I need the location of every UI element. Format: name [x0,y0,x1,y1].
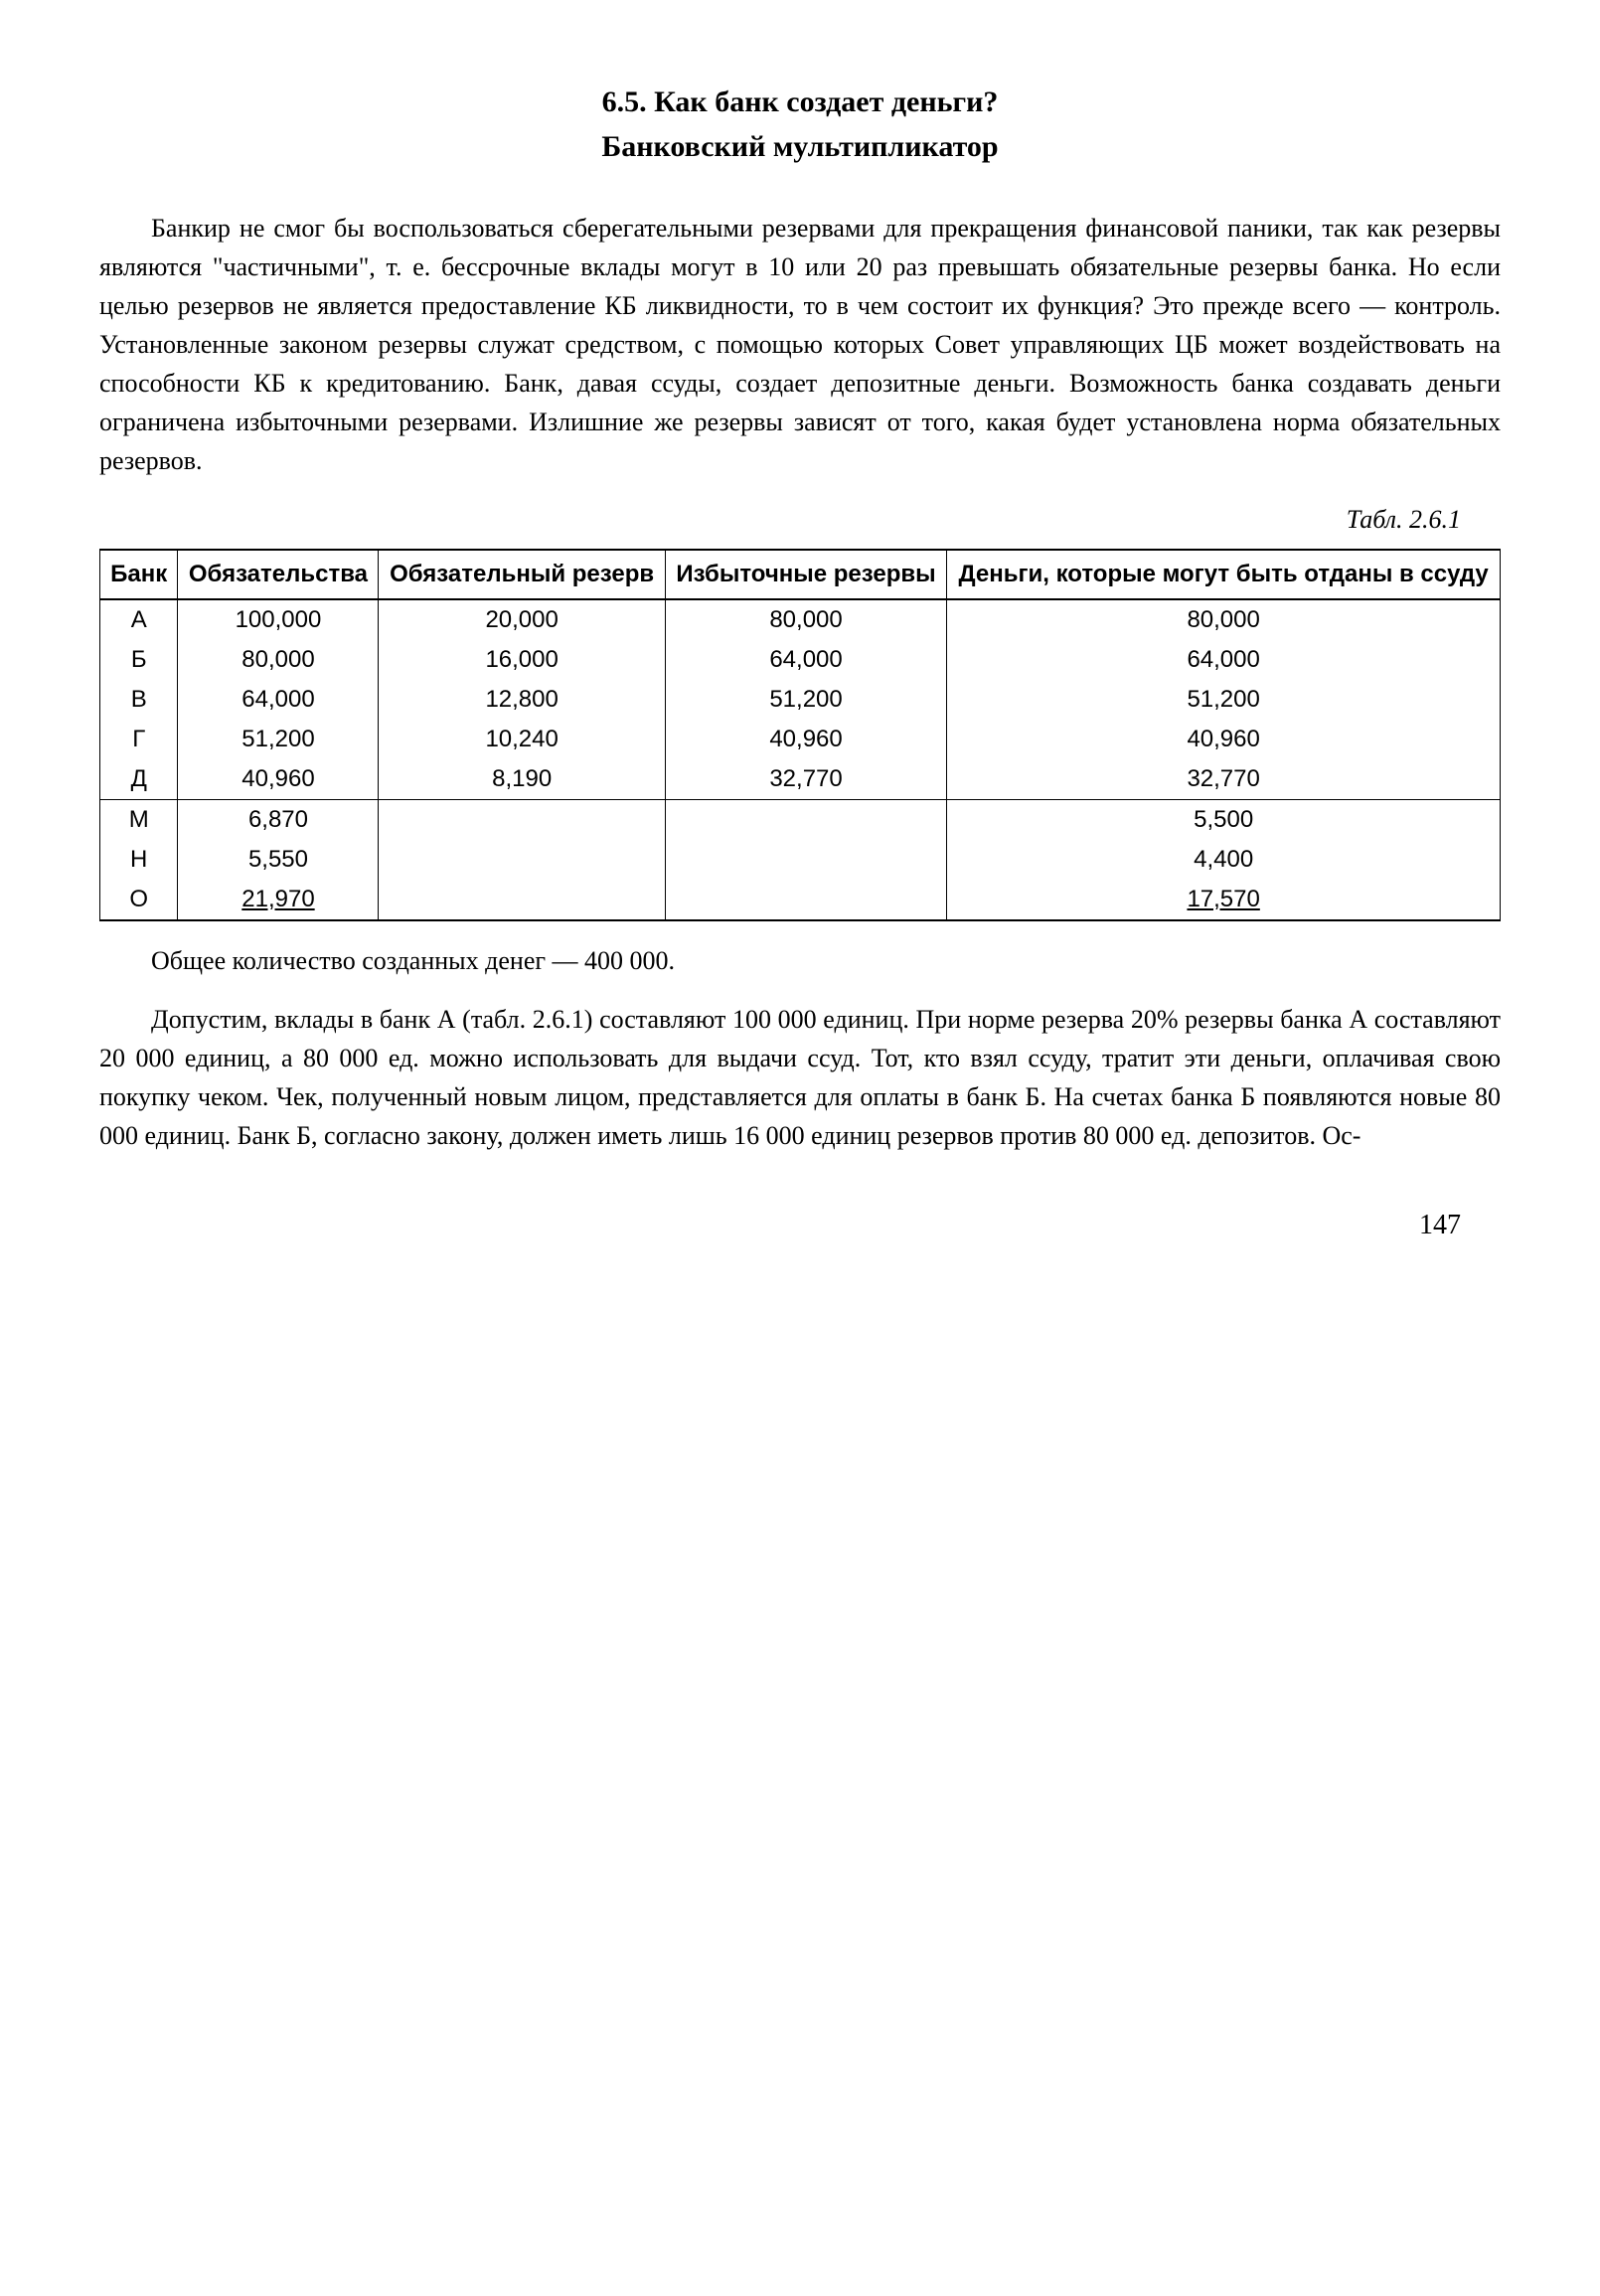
table-row: Б80,00016,00064,00064,000 [100,640,1501,680]
table-row: М6,870 5,500 [100,800,1501,841]
table-cell: М [100,800,178,841]
table-cell: 16,000 [379,640,665,680]
table-cell: 51,200 [178,720,379,759]
col-required-reserve: Обязатель­ный резерв [379,550,665,599]
table-cell: 80,000 [665,599,946,640]
table-cell [379,800,665,841]
table-cell: 64,000 [178,680,379,720]
heading-line-2: Банковский мультипликатор [99,124,1501,169]
table-cell: Г [100,720,178,759]
table-cell: 5,550 [178,840,379,880]
heading-line-1: 6.5. Как банк создает деньги? [99,80,1501,124]
table-row: Н5,550 4,400 [100,840,1501,880]
table-cell: 32,770 [665,759,946,800]
table-cell [379,880,665,920]
table-cell: 40,960 [947,720,1501,759]
table-cell: Н [100,840,178,880]
paragraph-3: Допустим, вклады в банк А (табл. 2.6.1) … [99,1000,1501,1155]
table-cell [665,840,946,880]
page-number: 147 [99,1205,1501,1246]
table-row: В64,00012,80051,20051,200 [100,680,1501,720]
table-cell: 100,000 [178,599,379,640]
col-liabilities: Обязатель­ства [178,550,379,599]
paragraph-2: Общее количество созданных денег — 400 0… [99,941,1501,980]
table-cell: В [100,680,178,720]
table-cell: 32,770 [947,759,1501,800]
table-cell: 80,000 [178,640,379,680]
col-bank: Банк [100,550,178,599]
table-row: Г51,20010,24040,96040,960 [100,720,1501,759]
table-cell: О [100,880,178,920]
table-cell: 5,500 [947,800,1501,841]
table-cell: 6,870 [178,800,379,841]
table-cell: А [100,599,178,640]
section-heading: 6.5. Как банк создает деньги? Банковский… [99,80,1501,169]
table-cell: 40,960 [178,759,379,800]
bank-table: Банк Обязатель­ства Обязатель­ный резерв… [99,549,1501,921]
table-cell: 4,400 [947,840,1501,880]
table-header-row: Банк Обязатель­ства Обязатель­ный резерв… [100,550,1501,599]
col-excess-reserves: Избыточные резервы [665,550,946,599]
table-cell: 10,240 [379,720,665,759]
table-body: А100,00020,00080,00080,000Б80,00016,0006… [100,599,1501,920]
table-cell: Д [100,759,178,800]
table-cell: 64,000 [665,640,946,680]
table-cell: 80,000 [947,599,1501,640]
table-cell: 64,000 [947,640,1501,680]
table-cell: 20,000 [379,599,665,640]
table-cell [665,880,946,920]
paragraph-1: Банкир не смог бы воспользоваться сберег… [99,209,1501,480]
table-row: А100,00020,00080,00080,000 [100,599,1501,640]
table-row: Д40,9608,19032,77032,770 [100,759,1501,800]
table-cell: 21,970 [178,880,379,920]
table-cell: 51,200 [665,680,946,720]
table-cell: Б [100,640,178,680]
table-cell: 12,800 [379,680,665,720]
table-cell: 40,960 [665,720,946,759]
table-cell [379,840,665,880]
table-cell: 51,200 [947,680,1501,720]
table-row: О21,970 17,570 [100,880,1501,920]
table-cell: 17,570 [947,880,1501,920]
table-cell [665,800,946,841]
table-cell: 8,190 [379,759,665,800]
col-loanable-money: Деньги, которые могут быть отданы в ссуд… [947,550,1501,599]
table-caption: Табл. 2.6.1 [99,500,1501,539]
